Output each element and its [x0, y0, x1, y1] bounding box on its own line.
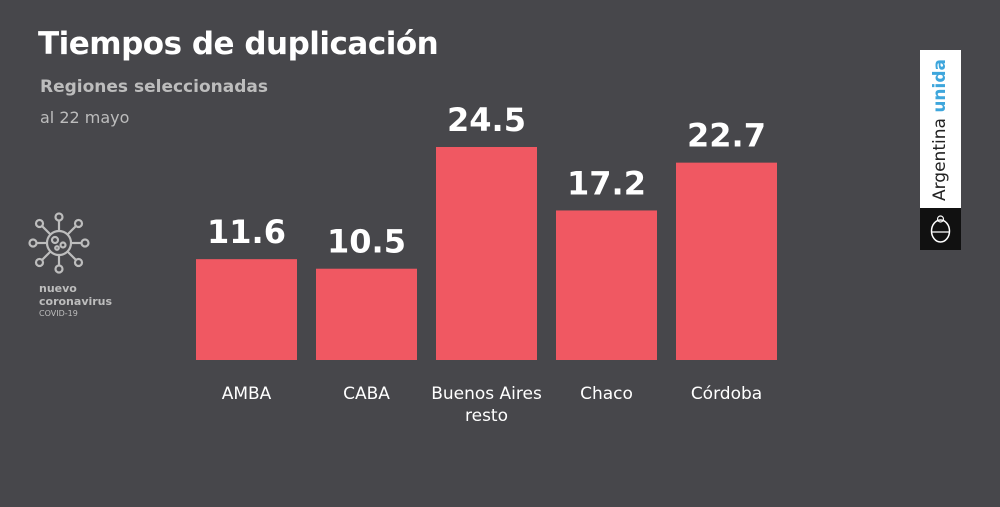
bar-0 — [196, 259, 297, 360]
value-label-1: 10.5 — [327, 223, 406, 261]
virus-badge-text: nuevo coronavirus — [39, 282, 112, 308]
bar-2 — [436, 147, 537, 360]
value-label-0: 11.6 — [207, 213, 286, 251]
brand-text-main: Argentina — [930, 112, 950, 202]
category-label-2-line0: Buenos Aires — [431, 384, 542, 404]
chart-subtitle: Regiones seleccionadas — [40, 77, 268, 97]
category-label-4: Córdoba — [691, 384, 762, 404]
brand-text: Argentina unida — [930, 59, 950, 201]
coat-of-arms-icon — [920, 208, 961, 250]
chart-date: al 22 mayo — [40, 108, 130, 127]
bar-1 — [316, 268, 417, 360]
bar-4 — [676, 162, 777, 360]
category-label-2-line1: resto — [465, 406, 508, 426]
virus-icon — [28, 212, 90, 274]
bar-3 — [556, 210, 657, 360]
brand-logo: Argentina unida — [920, 50, 961, 250]
value-label-3: 17.2 — [567, 164, 646, 202]
virus-badge-line2: coronavirus — [39, 295, 113, 308]
virus-badge-line1: nuevo — [39, 282, 77, 295]
category-label-0: AMBA — [222, 384, 272, 404]
brand-text-accent: unida — [930, 58, 950, 113]
virus-badge-line3: COVID-19 — [39, 309, 78, 318]
value-label-4: 22.7 — [687, 117, 766, 155]
category-label-1: CABA — [343, 384, 390, 404]
chart-title: Tiempos de duplicación — [38, 26, 439, 62]
category-label-3: Chaco — [580, 384, 633, 404]
value-label-2: 24.5 — [447, 101, 526, 139]
